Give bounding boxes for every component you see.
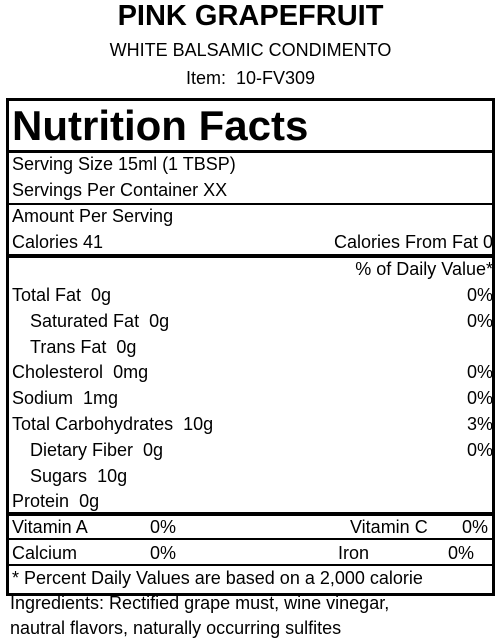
text: Amount Per Serving [12,206,174,226]
nutrient-label: Total Carbohydrates 10g [12,411,213,437]
divider [6,203,495,205]
nutrient-row: Sodium 1mg 0% [12,385,493,411]
nutrient-dv: 0% [466,310,493,331]
divider [6,254,495,258]
nutrient-amount: 0g [143,439,164,460]
nutrient-name: Dietary Fiber [30,439,134,460]
nutrient-name: Cholesterol [12,362,104,383]
nutrient-label: Sodium 1mg [12,385,118,411]
vitamin-name: Vitamin C [350,517,428,537]
dv-header: % of Daily Value* [12,256,493,282]
nutrient-amount: 0g [79,491,100,512]
nutrient-label: Protein 0g [12,488,99,514]
nutrient-name: Saturated Fat [30,310,140,331]
nutrient-dv: 0% [466,439,493,460]
nutrient-name: Total Carbohydrates [12,414,174,434]
vitamin-dv: 0% [150,517,177,537]
text: Servings Per Container XX [12,180,228,200]
nutrient-label: Dietary Fiber 0g [12,437,163,463]
product-subtitle: WHITE BALSAMIC CONDIMENTO [109,40,392,60]
vitamin-name: Iron [338,543,370,563]
ingredients-line: nautral flavors, naturally occurring sul… [10,618,342,638]
nutrient-name: Sodium [12,388,74,409]
nutrient-row: Cholesterol 0mg 0% [12,359,493,385]
divider [6,512,495,516]
panel-title: Nutrition Facts [12,102,309,149]
nutrient-name: Trans Fat [30,336,107,357]
text: * Percent Daily Values are based on a 2,… [12,568,423,588]
nutrient-label: Sugars 10g [12,463,127,489]
ingredients: Ingredients: Rectified grape must, wine … [10,591,389,641]
product-title: PINK GRAPEFRUIT [117,0,384,32]
text: Serving Size 15ml (1 TBSP) [12,154,236,174]
nutrient-amount: 10g [97,465,128,486]
amount-per-serving: Amount Per Serving [12,203,493,229]
item-line: Item: 10-FV309 [0,66,501,90]
nutrient-name: Total Fat [12,285,82,305]
vitamin-dv: 0% [462,517,489,537]
servings: Servings Per Container XX [12,177,493,203]
nutrient-row: Dietary Fiber 0g 0% [12,437,493,463]
ingredients-line: Ingredients: Rectified grape must, wine … [10,593,390,613]
serving-size: Serving Size 15ml (1 TBSP) [12,151,493,177]
nutrient-label: Total Fat 0g [12,282,111,308]
vitamin-name: Calcium [12,543,78,563]
nutrient-dv: 0% [466,388,493,409]
footnote: * Percent Daily Values are based on a 2,… [12,565,493,591]
nutrient-row: Trans Fat 0g [12,334,493,360]
nutrient-amount: 0g [91,285,112,305]
text: % of Daily Value* [355,259,493,279]
nutrient-row: Protein 0g [12,488,493,514]
calories-from-fat: Calories From Fat 0 [333,232,493,252]
nutrient-amount: 0mg [113,362,149,383]
nutrient-amount: 1mg [83,388,119,409]
item-code: 10-FV309 [235,68,316,88]
nutrient-row: Saturated Fat 0g 0% [12,308,493,334]
calories-row: Calories 41 Calories From Fat 0 [12,229,493,255]
vitamin-dv: 0% [448,543,475,563]
nutrient-row: Total Carbohydrates 10g 3% [12,411,493,437]
nutrient-name: Protein [12,491,70,512]
nutrient-row: Total Fat 0g 0% [12,282,493,308]
nutrient-amount: 10g [183,414,214,434]
nutrient-label: Cholesterol 0mg [12,359,148,385]
nutrition-panel [6,98,495,596]
divider [6,538,495,540]
divider [6,564,495,566]
nutrient-dv: 0% [466,285,493,305]
item-label: Item: [185,68,226,88]
divider [6,150,495,153]
calories: Calories 41 [12,232,104,252]
nutrient-amount: 0g [116,336,137,357]
nutrient-amount: 0g [149,310,170,331]
nutrient-dv: 0% [466,362,493,383]
vitamin-name: Vitamin A [12,517,88,537]
nutrient-label: Saturated Fat 0g [12,308,169,334]
nutrient-label: Trans Fat 0g [12,334,136,360]
vitamin-dv: 0% [150,543,177,563]
nutrient-name: Sugars [30,465,88,486]
nutrient-row: Sugars 10g [12,463,493,489]
nutrient-dv: 3% [466,414,493,434]
